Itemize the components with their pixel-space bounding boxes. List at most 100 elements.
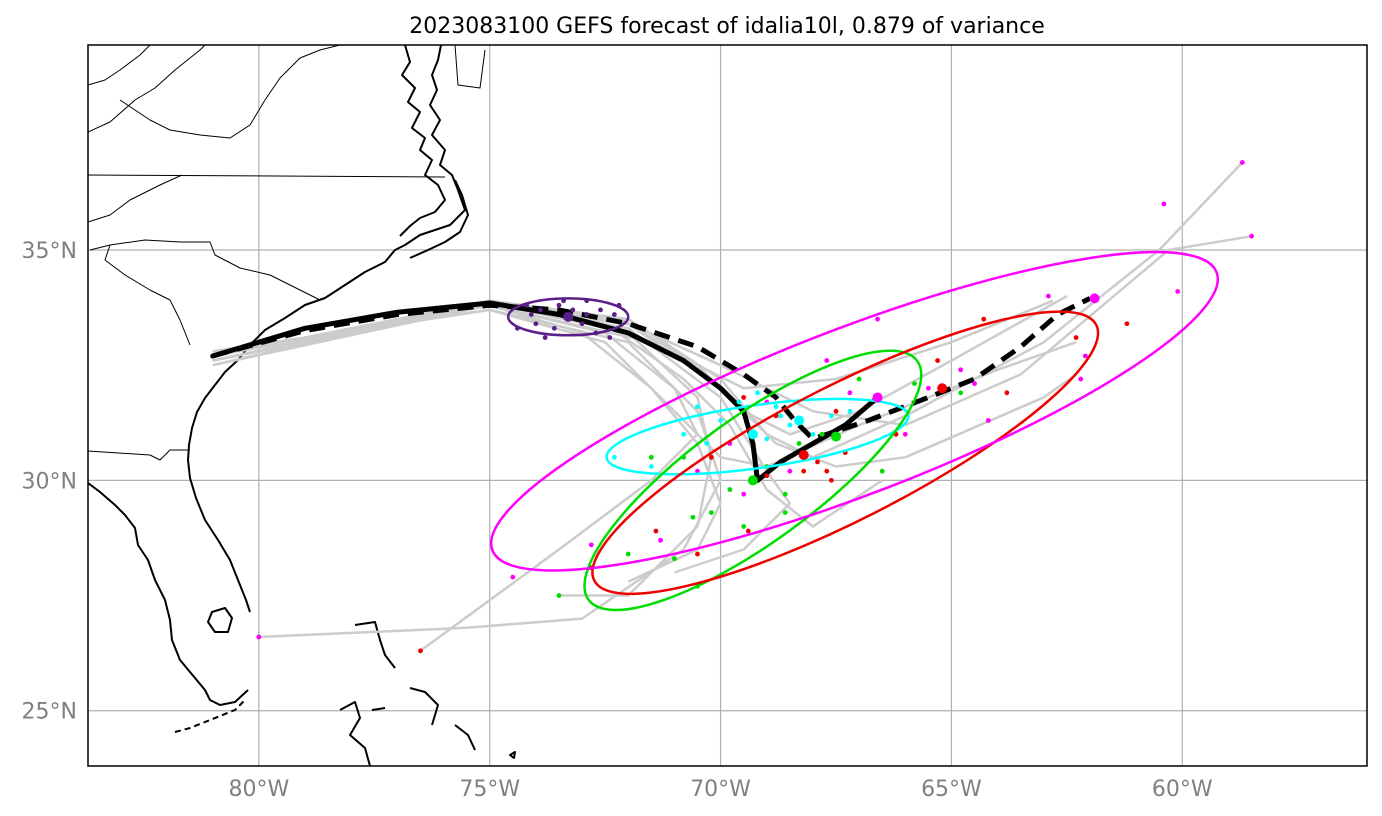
ensemble-point xyxy=(824,468,830,474)
uncertainty-ellipse xyxy=(583,349,923,612)
ensemble-point xyxy=(736,399,742,405)
ensemble-point xyxy=(695,468,700,474)
centroid-point xyxy=(1089,293,1100,304)
chesapeake-shore xyxy=(399,45,446,237)
ensemble-point xyxy=(658,537,663,543)
ensemble-point xyxy=(755,390,760,396)
ensemble-point xyxy=(764,473,770,479)
ensemble-point xyxy=(875,316,880,322)
ensemble-point xyxy=(741,395,747,400)
bahamas xyxy=(509,751,516,759)
ensemble-point xyxy=(782,510,788,516)
ensemble-point xyxy=(672,556,677,562)
centroid-point xyxy=(798,450,809,461)
ensemble-point xyxy=(787,468,793,474)
centroid-point xyxy=(563,311,574,322)
centroid-point xyxy=(831,431,842,442)
ensemble-point xyxy=(972,381,977,387)
uncertainty-ellipse xyxy=(506,297,630,337)
bahamas xyxy=(371,707,386,711)
mean-track-solid xyxy=(210,300,881,483)
ensemble-point xyxy=(819,431,825,437)
ensemble-point xyxy=(695,404,700,410)
ensemble-track xyxy=(212,304,699,652)
ensemble-point xyxy=(981,316,987,322)
ensemble-point xyxy=(1082,353,1088,359)
ensemble-point xyxy=(847,408,853,414)
ensemble-point xyxy=(611,312,617,317)
ensemble-point xyxy=(815,459,820,465)
lon-tick-label: 80°W xyxy=(228,777,289,802)
ensemble-point xyxy=(787,422,793,428)
ensemble-point xyxy=(611,454,617,460)
ensemble-point xyxy=(510,574,516,580)
ensemble-point xyxy=(764,436,770,442)
ensemble-point xyxy=(801,468,807,474)
ensemble-point xyxy=(1046,293,1051,299)
ensemble-point xyxy=(648,454,654,460)
lake-okeechobee xyxy=(207,607,233,633)
ensemble-point xyxy=(985,418,991,423)
lon-tick-label: 70°W xyxy=(690,777,751,802)
ensemble-point xyxy=(958,390,964,396)
ensemble-point xyxy=(704,441,710,446)
ensemble-point xyxy=(579,321,585,327)
ensemble-track xyxy=(212,308,1077,468)
ensemble-point xyxy=(856,376,862,382)
ensemble-point xyxy=(1004,390,1010,396)
ensemble-point xyxy=(1078,376,1084,382)
state-boundary xyxy=(454,45,486,89)
centroid-point xyxy=(747,475,758,486)
ensemble-point xyxy=(708,510,714,516)
ensemble-point xyxy=(570,307,576,313)
ensemble-point xyxy=(533,321,539,327)
ensemble-track xyxy=(212,308,722,639)
ensemble-point xyxy=(598,307,603,313)
east-coast xyxy=(187,45,466,613)
uncertainty-ellipses xyxy=(489,250,1220,612)
ensemble-point xyxy=(695,551,700,557)
ensemble-point xyxy=(1124,321,1130,327)
ensemble-point xyxy=(824,358,830,363)
ensemble-point xyxy=(833,408,839,414)
ensemble-point xyxy=(828,477,834,483)
ensemble-point xyxy=(773,404,779,410)
ensemble-point xyxy=(584,312,590,317)
centroid-point xyxy=(747,429,758,440)
ensemble-point xyxy=(681,431,687,437)
bahamas xyxy=(454,724,476,751)
state-boundary xyxy=(88,174,183,223)
coastline xyxy=(88,45,516,766)
ensemble-point xyxy=(745,528,751,534)
ensemble-point xyxy=(782,491,788,497)
ensemble-point xyxy=(847,390,853,396)
graticule xyxy=(88,45,1367,766)
state-boundary xyxy=(88,45,151,86)
ensemble-point xyxy=(741,524,747,529)
lon-tick-label: 60°W xyxy=(1152,777,1213,802)
florida-keys xyxy=(174,699,246,733)
mean-tracks xyxy=(210,296,1092,483)
lon-tick-label: 65°W xyxy=(921,777,982,802)
bahamas xyxy=(354,621,396,669)
map-frame xyxy=(87,44,1368,767)
lat-tick-label: 30°N xyxy=(22,469,77,494)
ensemble-point xyxy=(418,648,423,654)
ensemble-point xyxy=(879,468,885,474)
ensemble-point xyxy=(1249,233,1254,239)
bahamas xyxy=(409,687,439,726)
ensemble-point xyxy=(828,413,834,419)
ensemble-point xyxy=(925,385,931,391)
ensemble-point xyxy=(528,312,534,317)
ensemble-point xyxy=(625,551,631,557)
ensemble-point xyxy=(542,335,548,340)
ensemble-point xyxy=(902,431,908,437)
ensemble-tracks xyxy=(212,161,1252,652)
plot-area xyxy=(88,45,1367,766)
outer-banks xyxy=(409,179,469,259)
state-boundary xyxy=(119,45,341,139)
ensemble-point xyxy=(935,358,940,363)
ensemble-point xyxy=(653,528,659,534)
ensemble-point xyxy=(538,307,543,313)
